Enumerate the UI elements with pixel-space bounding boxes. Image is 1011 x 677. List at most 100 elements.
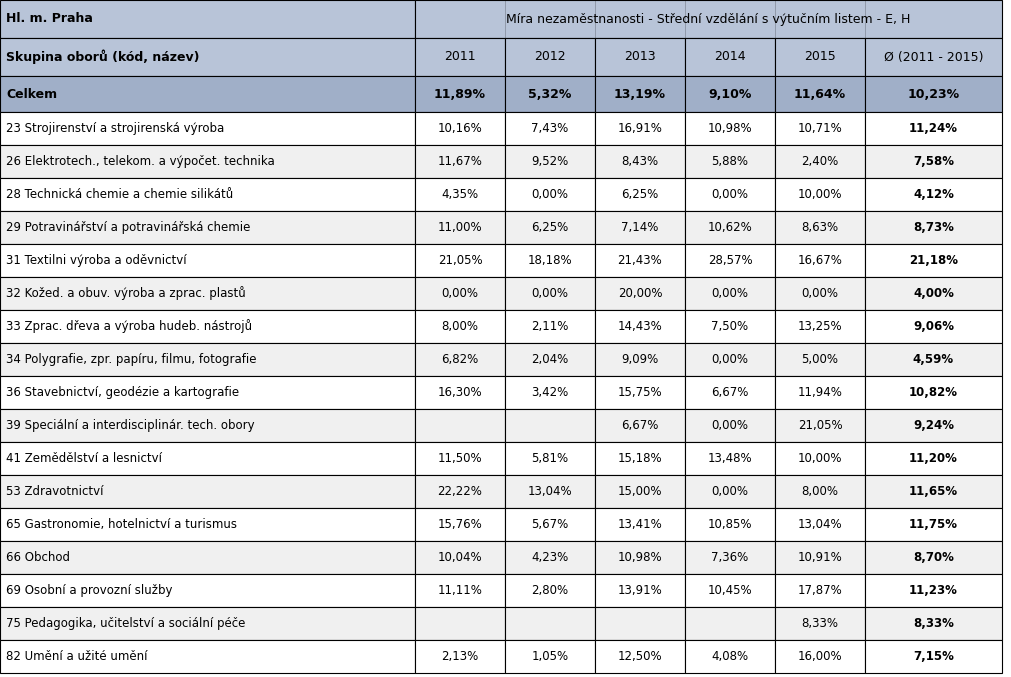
Text: 7,15%: 7,15% xyxy=(912,650,953,663)
Text: 21,43%: 21,43% xyxy=(617,254,662,267)
Text: 11,24%: 11,24% xyxy=(908,122,957,135)
Bar xyxy=(504,640,594,673)
Text: 2011: 2011 xyxy=(444,51,475,64)
Text: 39 Speciální a interdisciplinár. tech. obory: 39 Speciální a interdisciplinár. tech. o… xyxy=(6,419,255,432)
Bar xyxy=(774,38,864,76)
Bar xyxy=(504,376,594,409)
Bar xyxy=(864,376,1001,409)
Text: 13,19%: 13,19% xyxy=(614,87,665,100)
Bar xyxy=(0,442,415,475)
Text: 8,70%: 8,70% xyxy=(912,551,953,564)
Bar xyxy=(504,178,594,211)
Text: 0,00%: 0,00% xyxy=(531,188,568,201)
Text: 4,12%: 4,12% xyxy=(912,188,953,201)
Bar xyxy=(415,607,504,640)
Bar xyxy=(594,607,684,640)
Text: 13,04%: 13,04% xyxy=(527,485,572,498)
Text: 28,57%: 28,57% xyxy=(707,254,751,267)
Bar xyxy=(594,211,684,244)
Bar xyxy=(0,574,415,607)
Bar xyxy=(504,145,594,178)
Bar xyxy=(415,508,504,541)
Text: 9,06%: 9,06% xyxy=(912,320,953,333)
Bar xyxy=(774,442,864,475)
Text: 6,67%: 6,67% xyxy=(621,419,658,432)
Bar xyxy=(594,409,684,442)
Text: 7,14%: 7,14% xyxy=(621,221,658,234)
Bar xyxy=(594,541,684,574)
Text: 8,63%: 8,63% xyxy=(801,221,838,234)
Text: 9,52%: 9,52% xyxy=(531,155,568,168)
Text: 21,18%: 21,18% xyxy=(908,254,957,267)
Bar xyxy=(594,76,684,112)
Text: 8,00%: 8,00% xyxy=(801,485,838,498)
Bar xyxy=(774,541,864,574)
Bar xyxy=(774,112,864,145)
Text: 1,05%: 1,05% xyxy=(531,650,568,663)
Bar xyxy=(415,112,504,145)
Text: 65 Gastronomie, hotelnictví a turismus: 65 Gastronomie, hotelnictví a turismus xyxy=(6,518,237,531)
Text: 32 Kožed. a obuv. výroba a zprac. plastů: 32 Kožed. a obuv. výroba a zprac. plastů xyxy=(6,286,246,301)
Text: 15,18%: 15,18% xyxy=(617,452,661,465)
Text: 22,22%: 22,22% xyxy=(437,485,482,498)
Text: 5,00%: 5,00% xyxy=(801,353,838,366)
Text: 21,05%: 21,05% xyxy=(437,254,482,267)
Bar xyxy=(864,409,1001,442)
Text: 10,98%: 10,98% xyxy=(617,551,661,564)
Text: 6,25%: 6,25% xyxy=(531,221,568,234)
Bar xyxy=(0,0,415,38)
Bar xyxy=(504,310,594,343)
Bar xyxy=(594,376,684,409)
Text: 6,67%: 6,67% xyxy=(711,386,748,399)
Bar xyxy=(415,310,504,343)
Bar xyxy=(684,541,774,574)
Bar xyxy=(864,607,1001,640)
Bar xyxy=(0,244,415,277)
Text: 5,81%: 5,81% xyxy=(531,452,568,465)
Text: 8,33%: 8,33% xyxy=(801,617,838,630)
Text: 16,30%: 16,30% xyxy=(437,386,482,399)
Bar xyxy=(594,508,684,541)
Bar xyxy=(594,442,684,475)
Bar xyxy=(864,541,1001,574)
Bar xyxy=(0,376,415,409)
Bar xyxy=(864,76,1001,112)
Text: 10,00%: 10,00% xyxy=(797,452,841,465)
Text: 0,00%: 0,00% xyxy=(441,287,478,300)
Text: 0,00%: 0,00% xyxy=(711,353,748,366)
Bar xyxy=(864,112,1001,145)
Text: 7,36%: 7,36% xyxy=(711,551,748,564)
Text: 33 Zprac. dřeva a výroba hudeb. nástrojů: 33 Zprac. dřeva a výroba hudeb. nástrojů xyxy=(6,320,252,334)
Bar xyxy=(684,211,774,244)
Bar xyxy=(415,145,504,178)
Text: 4,35%: 4,35% xyxy=(441,188,478,201)
Bar xyxy=(415,244,504,277)
Bar xyxy=(684,343,774,376)
Bar xyxy=(0,640,415,673)
Bar xyxy=(0,409,415,442)
Text: 7,50%: 7,50% xyxy=(711,320,748,333)
Text: 12,50%: 12,50% xyxy=(617,650,661,663)
Bar xyxy=(684,244,774,277)
Text: 13,41%: 13,41% xyxy=(617,518,662,531)
Bar xyxy=(684,640,774,673)
Bar xyxy=(594,112,684,145)
Bar xyxy=(684,112,774,145)
Bar xyxy=(415,38,504,76)
Text: 26 Elektrotech., telekom. a výpočet. technika: 26 Elektrotech., telekom. a výpočet. tec… xyxy=(6,155,274,168)
Text: 4,23%: 4,23% xyxy=(531,551,568,564)
Bar xyxy=(774,178,864,211)
Bar xyxy=(0,343,415,376)
Text: 17,87%: 17,87% xyxy=(797,584,841,597)
Bar xyxy=(415,211,504,244)
Text: 15,00%: 15,00% xyxy=(617,485,661,498)
Text: 28 Technická chemie a chemie silikátů: 28 Technická chemie a chemie silikátů xyxy=(6,188,233,201)
Text: 8,00%: 8,00% xyxy=(441,320,478,333)
Text: 10,71%: 10,71% xyxy=(797,122,841,135)
Bar xyxy=(774,277,864,310)
Text: 3,42%: 3,42% xyxy=(531,386,568,399)
Text: 0,00%: 0,00% xyxy=(711,485,748,498)
Text: 11,11%: 11,11% xyxy=(437,584,482,597)
Bar xyxy=(0,277,415,310)
Text: 10,00%: 10,00% xyxy=(797,188,841,201)
